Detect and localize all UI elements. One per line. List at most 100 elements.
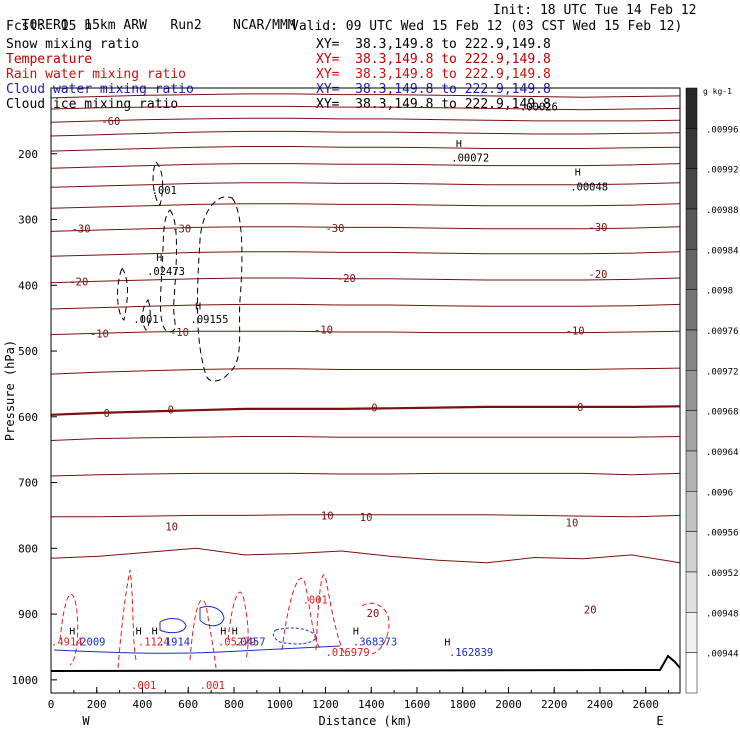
plot-frame: [50, 87, 681, 694]
colorbar-swatch: [685, 410, 698, 452]
y-tick-label: 1000: [12, 674, 39, 687]
isotherm-label: 10: [566, 518, 579, 530]
isotherm: [50, 163, 681, 169]
isotherm-label: -20: [69, 276, 88, 288]
x-tick-label: 2400: [587, 698, 614, 711]
isotherm: [50, 130, 681, 137]
isotherm: [50, 330, 681, 336]
colorbar-swatch: [685, 612, 698, 653]
colorbar-label: .00968: [706, 408, 739, 418]
colorbar-label: .00956: [706, 529, 739, 539]
isotherm-label: 10: [360, 512, 373, 524]
x-tick-label: 200: [87, 698, 107, 711]
isotherm-label: -30: [72, 224, 91, 236]
isotherm: [50, 251, 681, 257]
colorbar-label: .00948: [706, 609, 739, 619]
x-tick-label: 1200: [312, 698, 339, 711]
x-tick-label: 1800: [449, 698, 476, 711]
field-cloudwater-name: Cloud water mixing ratio: [6, 82, 194, 97]
field-snow-name: Snow mixing ratio: [6, 37, 140, 52]
rain-contour: [315, 574, 347, 657]
colorbar-swatch: [685, 652, 698, 694]
snow-label: .001: [133, 314, 158, 326]
colorbar-swatch: [685, 370, 698, 411]
colorbar-swatch: [685, 168, 698, 210]
x-tick-label: 2200: [541, 698, 568, 711]
model-name: TORERO: [21, 18, 69, 33]
colorbar-title: g kg-1: [703, 87, 732, 96]
x-tick-label: 600: [178, 698, 198, 711]
rain-contour: [189, 599, 217, 669]
isotherm-label: -30: [172, 224, 191, 236]
colorbar: .00996 .00992 .00988 .00984 .0098 .00976 .0097…: [685, 87, 739, 694]
isotherm: [50, 303, 681, 310]
y-tick-label: 400: [18, 279, 38, 292]
snow-contour: [141, 299, 151, 331]
y-axis-label: Pressure (hPa): [3, 340, 17, 441]
isotherm-label: 0: [104, 408, 110, 420]
isotherm: [50, 547, 681, 564]
isotherm-label: 10: [321, 510, 334, 522]
colorbar-swatch: [685, 128, 698, 169]
header-left: TORERO 15km ARW Run2 NCAR/MMM: [6, 3, 296, 33]
rain-contour: [227, 591, 249, 661]
rain-contour: [281, 577, 321, 651]
maximum-marker: H: [69, 627, 75, 638]
maximum-marker: H: [575, 168, 581, 179]
maximum-marker: H: [220, 627, 226, 638]
init-time: Init: 18 UTC Tue 14 Feb 12: [493, 3, 697, 18]
snow-contour: [160, 209, 177, 333]
colorbar-swatch: [685, 329, 698, 371]
colorbar-swatch: [685, 571, 698, 613]
colorbar-label: .0096: [706, 488, 733, 498]
y-tick-label: 200: [18, 148, 38, 161]
snow-label: .001: [152, 185, 177, 197]
rain-contour: [117, 569, 137, 669]
snow-label: .02473: [147, 266, 185, 278]
isotherm-label: 0: [577, 402, 583, 414]
terrain-line: [50, 654, 681, 672]
rain-contour: [361, 602, 390, 655]
colorbar-swatch: [685, 289, 698, 331]
isotherm-label: 10: [165, 522, 178, 534]
field-cloudwater-xy: XY= 38.3,149.8 to 222.9,149.8: [316, 82, 551, 97]
cloud-water-contour: [53, 645, 341, 654]
x-tick-label: 1000: [266, 698, 293, 711]
isotherm: [50, 472, 681, 477]
isotherm: [50, 436, 681, 441]
x-axis-label: Distance (km): [319, 714, 413, 728]
colorbar-swatch: [685, 208, 698, 250]
maximum-marker: H: [232, 627, 238, 638]
isotherm: [50, 182, 681, 188]
east-marker: E: [656, 714, 663, 728]
x-tick-label: 800: [224, 698, 244, 711]
y-tick-label: 900: [18, 608, 38, 621]
x-tick-label: 1600: [404, 698, 431, 711]
isotherm: [50, 226, 681, 232]
rain-label: .1124: [138, 637, 170, 649]
organization: NCAR/MMM: [233, 18, 296, 33]
isotherm-label: -20: [337, 273, 356, 285]
cloud-water-label: .368373: [353, 637, 397, 649]
x-tick-label: 0: [48, 698, 55, 711]
isotherm-label: -10: [314, 324, 333, 336]
maximum-marker: H: [156, 253, 162, 264]
maximum-marker: H: [444, 638, 450, 649]
maximum-marker: H: [152, 627, 158, 638]
run-name: Run2: [170, 18, 202, 33]
valid-time: Valid: 09 UTC Wed 15 Feb 12 (03 CST Wed …: [291, 19, 683, 34]
cloud-water-label: .162839: [449, 647, 493, 659]
rain-label: .001: [131, 680, 156, 692]
colorbar-label: .00964: [706, 448, 739, 458]
x-tick-label: 2000: [495, 698, 522, 711]
maximum-marker: H: [353, 627, 359, 638]
temperature-isotherms: [50, 93, 681, 564]
rain-label: .001: [303, 595, 328, 607]
cloud-water-contour: [199, 605, 225, 627]
rain-label: .016979: [325, 647, 369, 659]
snow-contour: [117, 266, 128, 321]
x-tick-label: 2600: [632, 698, 659, 711]
colorbar-label: .00996: [706, 125, 739, 135]
colorbar-label: .0098: [706, 287, 733, 297]
